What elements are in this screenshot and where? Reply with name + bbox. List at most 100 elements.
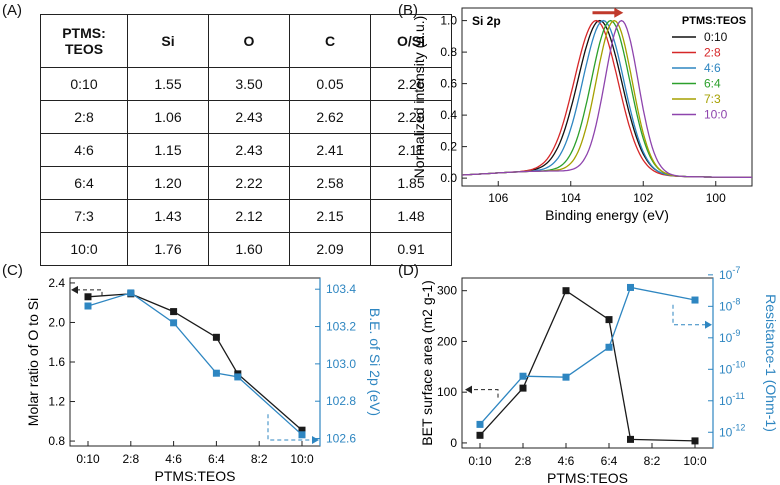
data-point-right <box>234 373 242 381</box>
y-left-tick-label: 2.4 <box>48 276 65 290</box>
left-axis-pointer <box>472 389 499 398</box>
table-row: 4:6 1.15 2.43 2.41 2.11 <box>40 133 452 167</box>
y-left-tick-label: 300 <box>437 284 457 298</box>
x-tick-label: 10:0 <box>290 452 314 466</box>
data-point-left <box>691 437 699 445</box>
panel-d-letter: (D) <box>398 262 419 279</box>
x-tick-label: 106 <box>488 191 508 205</box>
panel-a-letter: (A) <box>2 2 22 19</box>
left-axis-pointer-head <box>465 385 472 394</box>
x-tick-label: 8:2 <box>251 452 268 466</box>
x-tick-label: 4:6 <box>165 452 182 466</box>
table-cell: 4:6 <box>40 133 128 167</box>
y-right-tick-label: 103.4 <box>326 282 356 296</box>
x-axis-label: PTMS:TEOS <box>547 470 628 485</box>
y-tick-label: 0.8 <box>440 45 457 59</box>
table-row: 2:8 1.06 2.43 2.62 2.29 <box>40 100 452 134</box>
x-tick-label: 0:10 <box>76 452 100 466</box>
y-tick-label: 0.0 <box>440 171 457 185</box>
x-tick-label: 6:4 <box>601 454 618 468</box>
series-line-right <box>87 292 303 436</box>
y-right-tick-label: 103.0 <box>326 357 356 371</box>
y-axis-label: Normalized intensity (a.u.) <box>411 16 427 179</box>
table-cell: 1.15 <box>127 133 209 167</box>
table-cell: 0.91 <box>370 232 452 266</box>
data-point-right <box>605 343 613 351</box>
data-point-left <box>605 316 613 324</box>
y-right-tick-label: 10-10 <box>719 359 745 376</box>
legend-label: 2:8 <box>704 46 721 60</box>
data-point-right <box>691 296 699 304</box>
x-tick-label: 100 <box>706 191 726 205</box>
left-axis-pointer <box>78 289 103 296</box>
legend-title: PTMS:TEOS <box>682 15 746 27</box>
series-line-right <box>479 286 696 425</box>
y-tick-label: 0.6 <box>440 77 457 91</box>
data-point-right <box>562 373 570 381</box>
data-point-right <box>298 431 306 439</box>
table-cell: 2.41 <box>289 133 371 167</box>
table-cell: 2.58 <box>289 166 371 200</box>
x-tick-label: 102 <box>633 191 653 205</box>
y-right-tick-exponent: -10 <box>732 359 745 369</box>
data-point-right <box>212 369 220 377</box>
y-left-tick-label: 0.8 <box>48 434 65 448</box>
right-axis-pointer <box>672 304 711 326</box>
table-row: 7:3 1.43 2.12 2.15 1.48 <box>40 199 452 233</box>
x-tick-label: 6:4 <box>208 452 225 466</box>
y-left-axis-label: Molar ratio of O to Si <box>25 298 41 426</box>
legend-label: 4:6 <box>704 61 721 75</box>
legend-label: 6:4 <box>704 77 721 91</box>
data-point-right <box>170 319 178 327</box>
y-left-tick-label: 1.2 <box>48 395 65 409</box>
table-cell: 2:8 <box>40 100 128 134</box>
x-tick-label: 8:2 <box>644 454 661 468</box>
y-right-tick-exponent: -9 <box>732 328 740 338</box>
data-point-right <box>519 372 527 380</box>
y-right-tick-label: 102.8 <box>326 394 356 408</box>
data-point-left <box>170 308 178 316</box>
right-axis-pointer <box>267 414 318 441</box>
table-header-row: PTMS: TEOS Si O C O/Si <box>40 14 452 68</box>
y-tick-label: 0.4 <box>440 108 457 122</box>
data-point-left <box>84 293 92 301</box>
data-point-left <box>212 333 220 341</box>
y-tick-label: 0.2 <box>440 140 457 154</box>
panel-c-letter: (C) <box>2 262 23 279</box>
y-right-tick-label: 103.2 <box>326 320 356 334</box>
data-point-left <box>298 426 306 434</box>
table-cell: 0.05 <box>289 67 371 101</box>
header-o: O <box>208 14 290 68</box>
table-cell: 1.76 <box>127 232 209 266</box>
table-cell: 2.11 <box>370 133 452 167</box>
y-right-tick-exponent: -12 <box>732 422 745 432</box>
x-tick-label: 2:8 <box>515 454 532 468</box>
x-tick-label: 0:10 <box>468 454 492 468</box>
data-point-right <box>84 302 92 310</box>
table-row: 0:10 1.55 3.50 0.05 2.26 <box>40 67 452 101</box>
legend-label: 0:10 <box>704 30 728 44</box>
legend-label: 10:0 <box>704 108 728 122</box>
data-point-left <box>627 435 634 443</box>
chart-title: Si 2p <box>472 14 501 28</box>
table-cell: 1.48 <box>370 199 452 233</box>
x-axis-label: Binding energy (eV) <box>545 207 669 223</box>
header-ptms-teos: PTMS: TEOS <box>40 14 128 68</box>
table-cell: 6:4 <box>40 166 128 200</box>
data-point-right <box>127 289 135 297</box>
series-line-left <box>87 293 303 431</box>
y-right-axis-label: Resistance-1 (Ohm-1) <box>763 294 779 432</box>
y-left-tick-label: 100 <box>437 385 457 399</box>
y-right-tick-label: 102.6 <box>326 432 356 446</box>
y-right-tick-label: 10-11 <box>719 391 745 408</box>
series-line-10-0 <box>461 19 752 178</box>
table-cell: 2.43 <box>208 100 290 134</box>
header-c: C <box>289 14 371 68</box>
composition-table: PTMS: TEOS Si O C O/Si 0:10 1.55 3.50 0.05 2… <box>40 14 452 266</box>
y-left-tick-label: 0 <box>450 436 457 450</box>
y-left-axis-label: BET surface area (m2 g-1) <box>419 280 435 445</box>
y-left-tick-label: 2.0 <box>48 315 65 329</box>
left-axis-pointer-head <box>71 285 78 294</box>
